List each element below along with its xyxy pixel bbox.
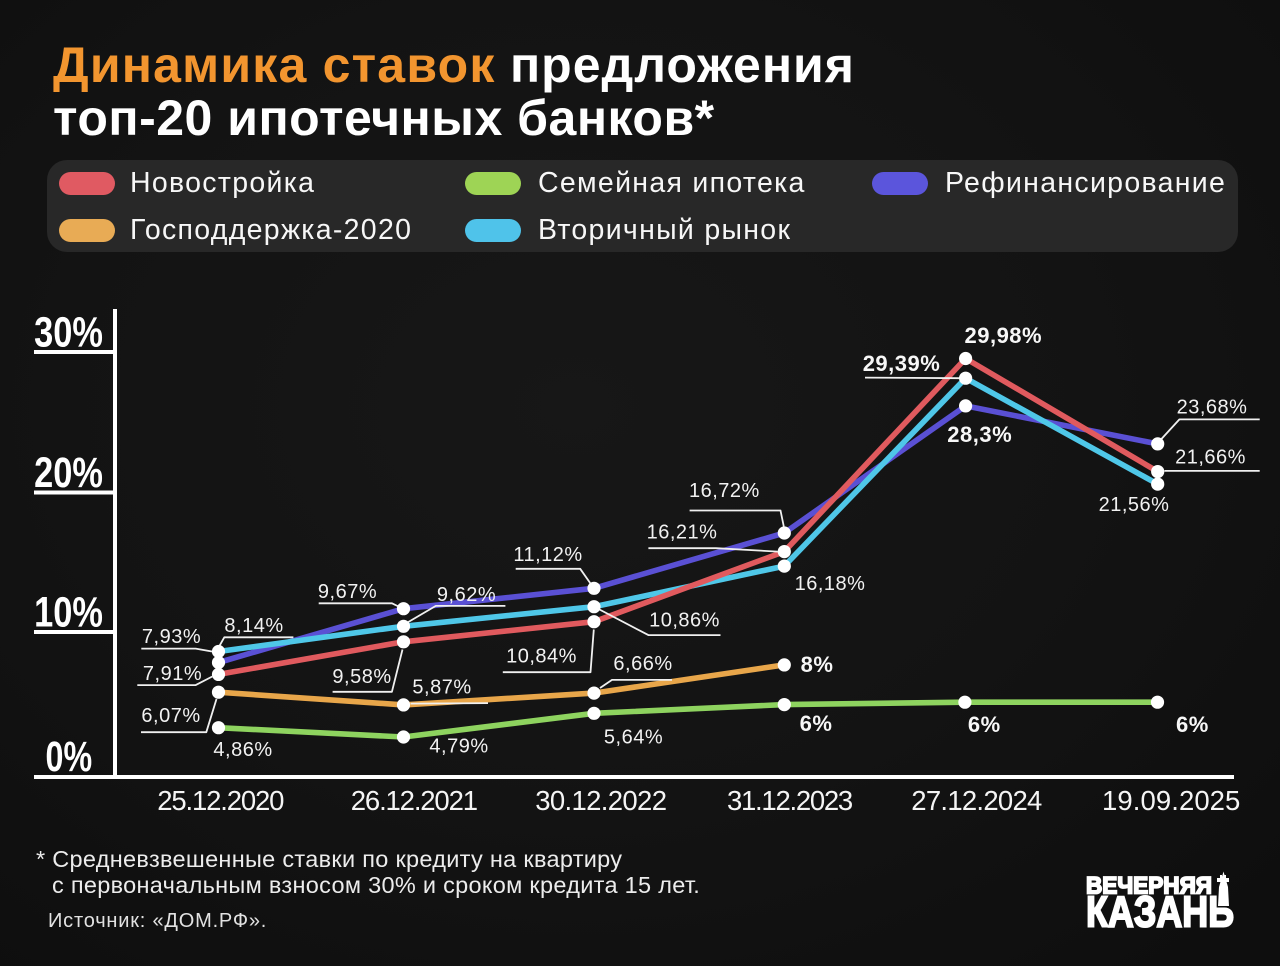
svg-text:23,68%: 23,68%	[1177, 397, 1248, 419]
svg-text:30.12.2022: 30.12.2022	[535, 785, 667, 816]
svg-text:6,07%: 6,07%	[141, 705, 200, 727]
svg-text:4,86%: 4,86%	[213, 739, 272, 761]
svg-text:КАЗАНЬ: КАЗАНЬ	[1086, 888, 1234, 937]
svg-text:9,62%: 9,62%	[437, 584, 496, 606]
svg-text:26.12.2021: 26.12.2021	[351, 785, 478, 816]
svg-text:20%: 20%	[34, 449, 103, 496]
svg-text:6%: 6%	[1176, 712, 1209, 737]
svg-text:16,18%: 16,18%	[795, 573, 866, 595]
svg-text:ВЕЧЕРНЯЯ: ВЕЧЕРНЯЯ	[1086, 873, 1212, 900]
svg-text:11,12%: 11,12%	[513, 544, 582, 566]
svg-text:9,67%: 9,67%	[318, 581, 377, 603]
svg-text:25.12.2020: 25.12.2020	[157, 785, 284, 816]
svg-text:31.12.2023: 31.12.2023	[727, 785, 853, 816]
svg-text:6,66%: 6,66%	[613, 653, 672, 675]
svg-text:10,84%: 10,84%	[506, 646, 577, 668]
svg-text:28,3%: 28,3%	[947, 422, 1012, 447]
svg-text:16,21%: 16,21%	[647, 522, 718, 544]
svg-text:6%: 6%	[800, 711, 833, 736]
svg-text:16,72%: 16,72%	[689, 480, 760, 502]
svg-text:30%: 30%	[34, 309, 103, 356]
svg-text:4,79%: 4,79%	[429, 736, 488, 758]
svg-text:6%: 6%	[968, 712, 1001, 737]
svg-text:9,58%: 9,58%	[332, 666, 391, 688]
svg-text:0%: 0%	[45, 734, 92, 782]
svg-text:7,91%: 7,91%	[143, 663, 202, 685]
svg-text:5,87%: 5,87%	[412, 677, 471, 699]
svg-text:19.09.2025: 19.09.2025	[1102, 785, 1240, 816]
svg-text:8%: 8%	[801, 652, 834, 677]
svg-text:8,14%: 8,14%	[224, 615, 283, 637]
svg-text:5,64%: 5,64%	[604, 727, 663, 749]
svg-text:29,39%: 29,39%	[863, 351, 941, 376]
svg-text:10%: 10%	[34, 589, 103, 636]
svg-text:29,98%: 29,98%	[964, 323, 1042, 348]
svg-text:7,93%: 7,93%	[142, 626, 201, 648]
svg-text:21,66%: 21,66%	[1175, 447, 1246, 469]
svg-text:21,56%: 21,56%	[1099, 494, 1170, 516]
svg-text:10,86%: 10,86%	[649, 610, 720, 632]
svg-text:27.12.2024: 27.12.2024	[911, 785, 1042, 816]
